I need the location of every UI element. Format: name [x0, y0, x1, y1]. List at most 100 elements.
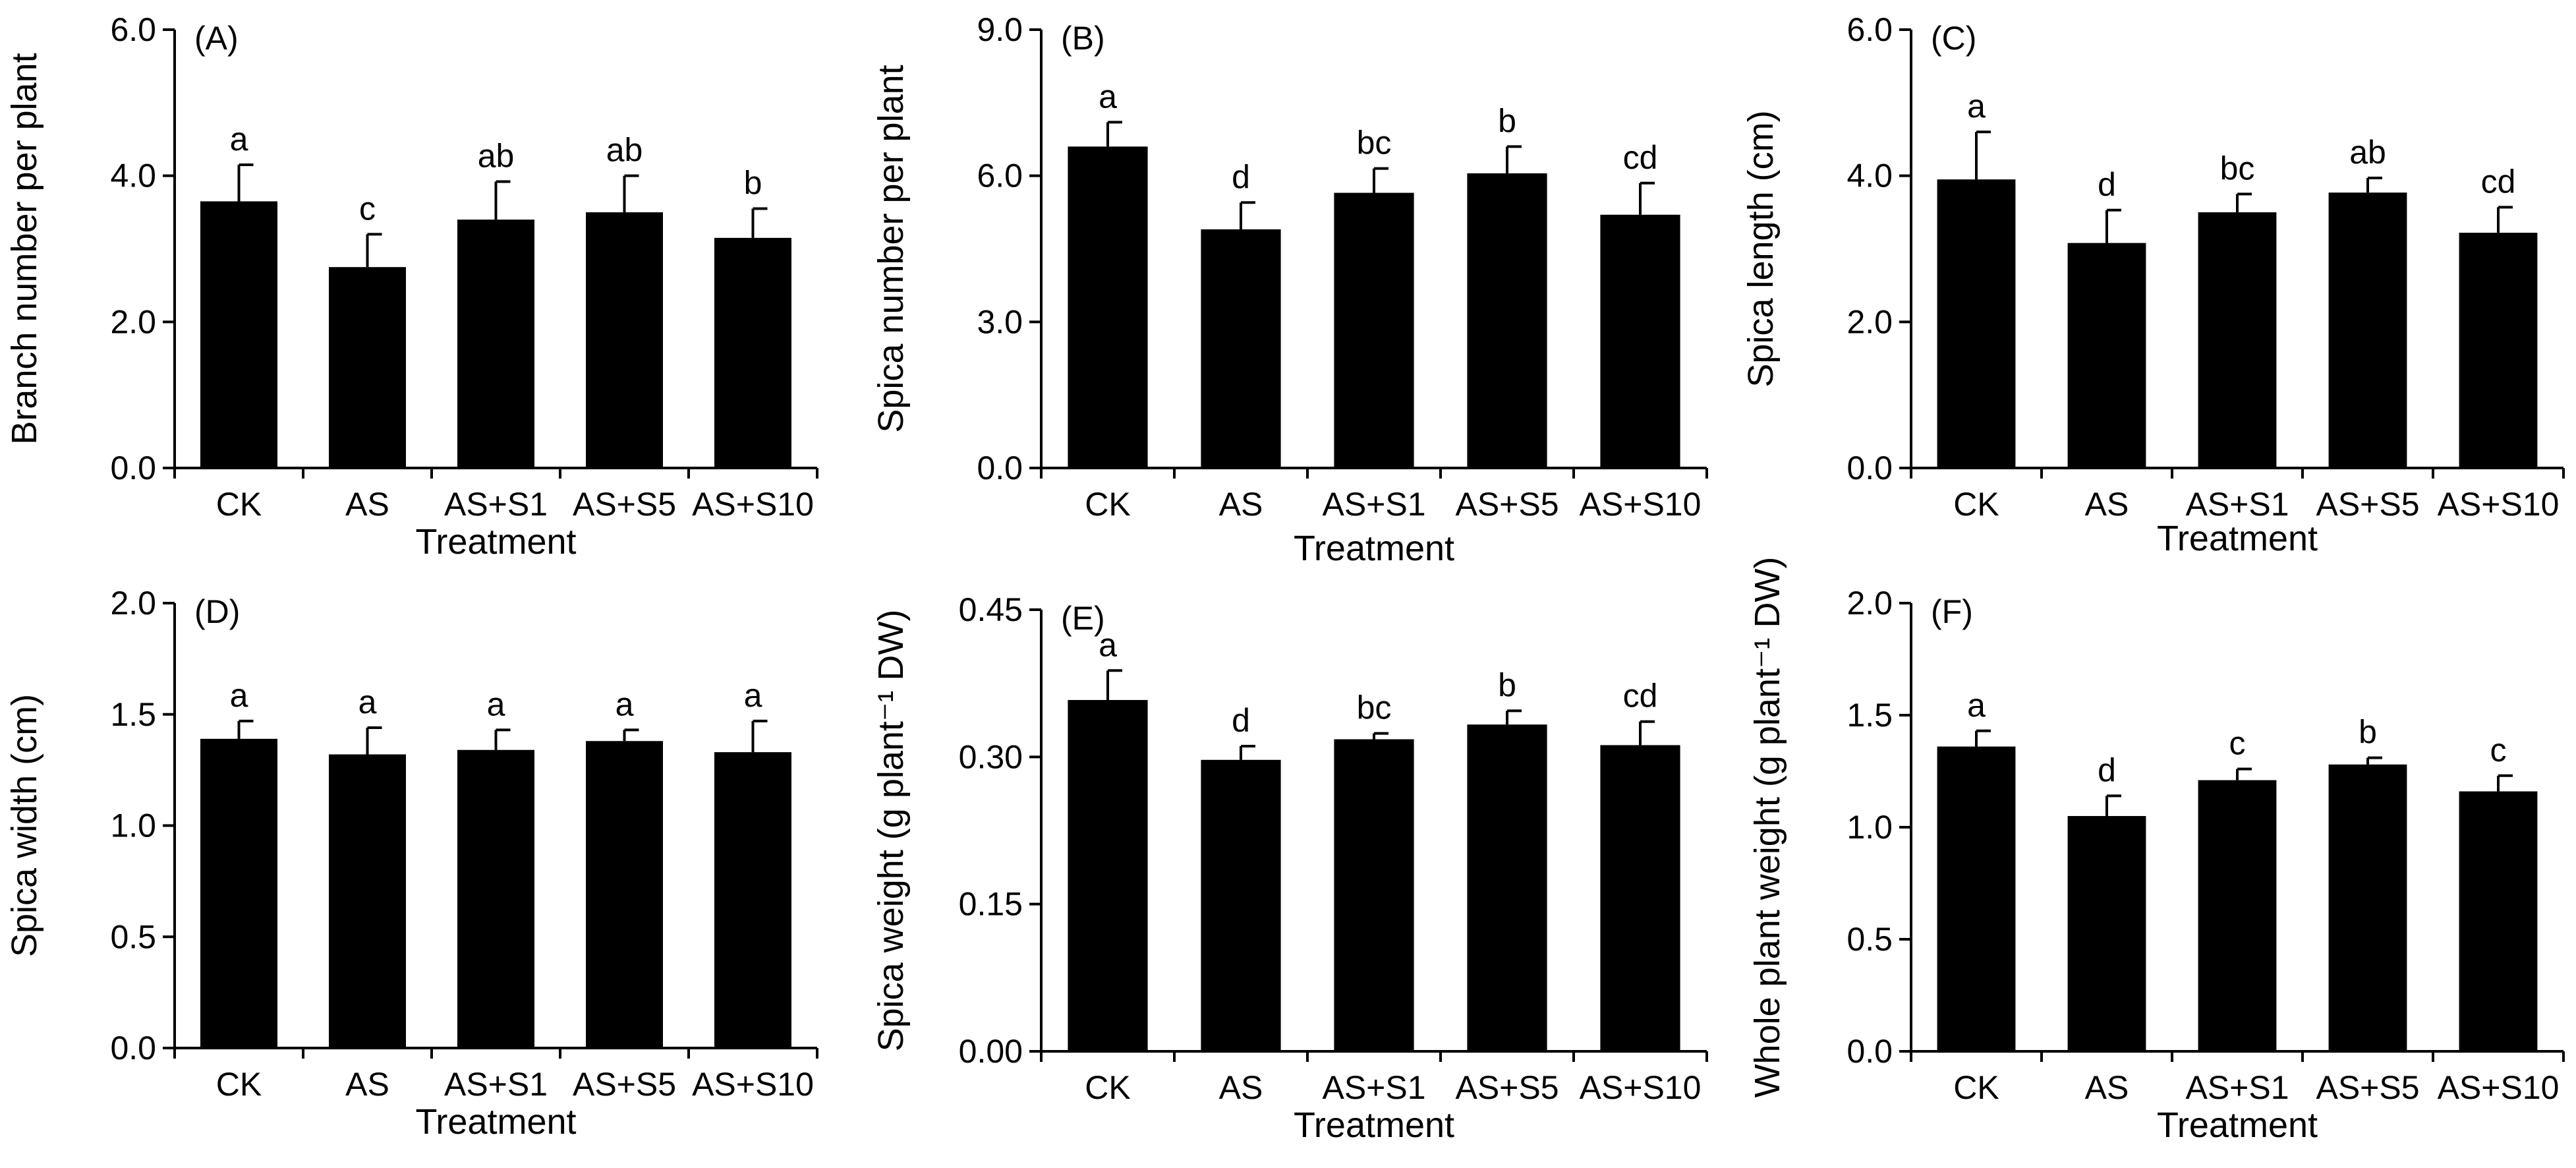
x-axis-label: Treatment	[1294, 529, 1454, 568]
bar-ck	[1068, 699, 1148, 1051]
x-tick-label: AS+S1	[444, 486, 548, 523]
y-tick-label: 0.30	[959, 738, 1023, 775]
bar-as-s1	[1334, 739, 1414, 1051]
y-tick-label: 0.0	[110, 1030, 156, 1066]
significance-label: c	[359, 190, 376, 227]
bar-as-s10	[2459, 791, 2538, 1051]
significance-label: a	[744, 677, 762, 714]
bar-as-s5	[586, 741, 663, 1048]
bar-as	[329, 267, 406, 468]
significance-label: a	[1099, 626, 1117, 663]
chart-panel-a: 0.0 2.0 4.0 6.0 a CK c AS ab AS+S1 ab AS+S5 b AS+S10 (…	[5, 11, 818, 562]
significance-label: c	[2490, 732, 2507, 769]
y-axis-label: Spica number per plant	[871, 65, 911, 432]
x-tick-label: AS+S10	[692, 486, 814, 523]
bar-ck	[1937, 179, 2016, 468]
significance-label: a	[487, 686, 505, 722]
x-tick-label: AS+S10	[1580, 486, 1702, 523]
x-axis-label: Treatment	[415, 522, 576, 562]
x-tick-label: AS	[345, 1066, 389, 1103]
bar-as-s5	[2328, 764, 2407, 1051]
significance-label: d	[2098, 751, 2116, 788]
x-tick-label: AS+S1	[1322, 486, 1425, 523]
bar-as	[2067, 816, 2146, 1051]
significance-label: bc	[1357, 689, 1392, 726]
x-tick-label: AS+S10	[2438, 486, 2560, 523]
x-tick-label: AS+S1	[2185, 1069, 2289, 1106]
x-tick-label: AS+S5	[1455, 1069, 1559, 1106]
y-axis-label: Spica width (cm)	[5, 694, 44, 957]
y-tick-label: 4.0	[1846, 158, 1893, 194]
x-tick-label: AS+S5	[573, 486, 676, 523]
bar-ck	[1937, 746, 2016, 1051]
significance-label: cd	[2481, 163, 2516, 200]
bar-as-s10	[1600, 745, 1680, 1051]
bar-as-s1	[2198, 212, 2277, 468]
y-tick-label: 2.0	[1846, 585, 1893, 622]
significance-label: a	[230, 677, 248, 714]
x-tick-label: AS	[2085, 1069, 2129, 1106]
bar-as-s10	[1600, 214, 1680, 468]
bar-as	[329, 754, 406, 1048]
panel-label: (C)	[1931, 20, 1976, 57]
x-tick-label: CK	[1953, 486, 1999, 523]
bar-as-s10	[714, 752, 791, 1048]
bar-as-s1	[457, 219, 534, 468]
y-axis-label: Branch number per plant	[5, 53, 44, 444]
chart-panel-e: 0.00 0.15 0.30 0.45 a CK d AS bc AS+S1 b AS+S5 cd AS+…	[871, 591, 1708, 1145]
y-tick-label: 0.15	[959, 886, 1023, 923]
x-tick-label: AS+S5	[2316, 486, 2419, 523]
y-axis-label: Spica weight (g plant⁻¹ DW)	[871, 610, 911, 1052]
x-tick-label: AS+S1	[1322, 1069, 1425, 1106]
significance-label: a	[230, 121, 248, 158]
y-tick-label: 1.5	[110, 696, 156, 733]
significance-label: ab	[606, 132, 643, 169]
x-tick-label: AS+S5	[573, 1066, 676, 1103]
x-tick-label: AS	[2085, 486, 2129, 523]
bar-as-s1	[1334, 192, 1414, 468]
y-tick-label: 0.5	[110, 918, 156, 955]
chart-panel-f: 0.0 0.5 1.0 1.5 2.0 a CK d AS c AS+S1 b AS+S5 c AS+S10…	[1748, 557, 2565, 1145]
x-tick-label: CK	[1085, 486, 1130, 523]
x-axis-label: Treatment	[2157, 519, 2318, 558]
y-tick-label: 0.45	[959, 591, 1023, 628]
significance-label: ab	[2349, 134, 2386, 171]
y-tick-label: 0.0	[1846, 1033, 1893, 1070]
significance-label: b	[744, 165, 762, 202]
chart-panel-b: 0.0 3.0 6.0 9.0 a CK d AS bc AS+S1 b AS+S5 cd AS+S10 (…	[871, 11, 1708, 568]
significance-label: b	[1498, 102, 1516, 139]
y-tick-label: 9.0	[977, 11, 1023, 48]
significance-label: bc	[1357, 125, 1392, 161]
y-tick-label: 4.0	[110, 158, 156, 194]
significance-label: cd	[1623, 139, 1658, 176]
panel-label: (E)	[1061, 600, 1105, 637]
y-tick-label: 6.0	[1846, 11, 1893, 48]
bar-as-s10	[2459, 233, 2538, 468]
bar-as-s5	[2328, 192, 2407, 468]
x-tick-label: AS+S5	[2316, 1069, 2419, 1106]
x-tick-label: AS+S5	[1455, 486, 1559, 523]
y-axis-label: Spica length (cm)	[1741, 110, 1781, 387]
significance-label: d	[1232, 702, 1250, 739]
significance-label: bc	[2220, 150, 2255, 187]
y-tick-label: 6.0	[110, 11, 156, 48]
bar-ck	[1068, 146, 1148, 469]
significance-label: a	[358, 684, 377, 720]
y-tick-label: 3.0	[977, 303, 1023, 340]
y-tick-label: 0.5	[1846, 921, 1893, 958]
significance-label: a	[1967, 687, 1986, 724]
significance-label: c	[2229, 725, 2246, 762]
x-tick-label: CK	[1085, 1069, 1130, 1106]
chart-panel-d: 0.0 0.5 1.0 1.5 2.0 a CK a AS a AS+S1 a AS+S5 a AS+S10…	[5, 585, 818, 1142]
bar-as-s10	[714, 237, 791, 468]
y-tick-label: 0.0	[1846, 450, 1893, 486]
bar-ck	[200, 201, 277, 468]
bar-as-s5	[586, 212, 663, 468]
x-tick-label: AS+S1	[444, 1066, 548, 1103]
significance-label: b	[2359, 714, 2377, 751]
x-axis-label: Treatment	[2157, 1105, 2318, 1145]
x-tick-label: AS	[1219, 1069, 1263, 1106]
panel-label: (A)	[194, 20, 239, 57]
x-tick-label: AS+S1	[2185, 486, 2289, 523]
